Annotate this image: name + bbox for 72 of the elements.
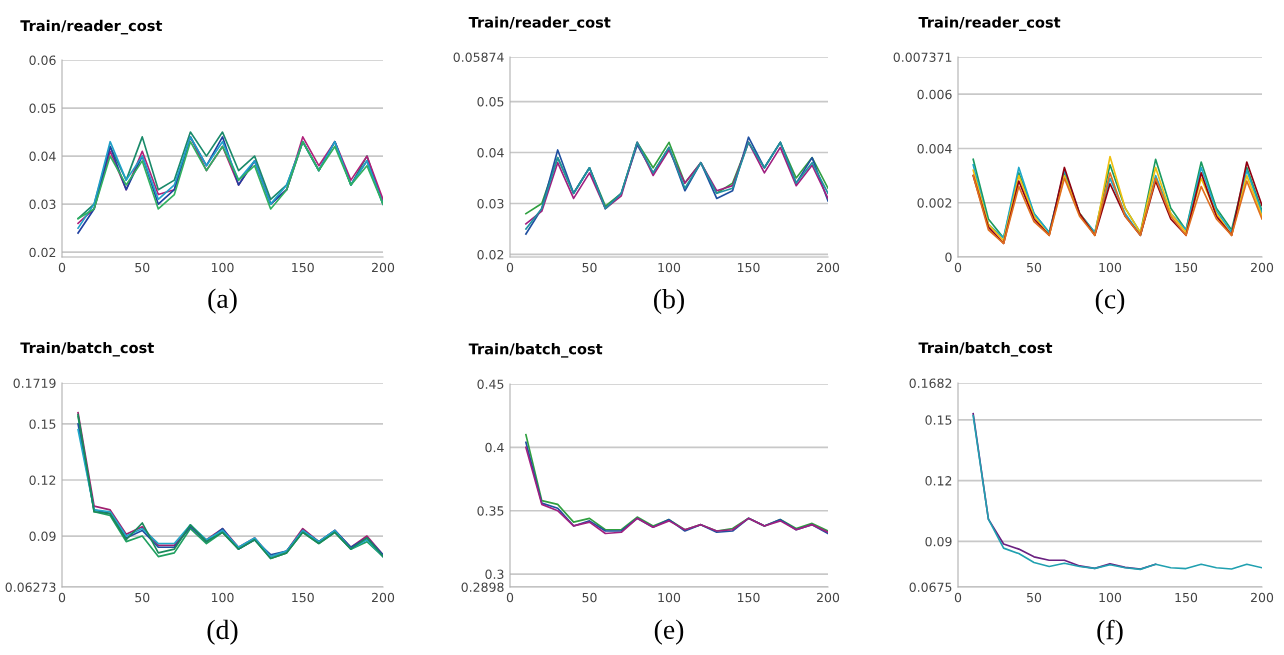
- chart-title: Train/batch_cost: [918, 341, 1053, 357]
- y-tick-label: 0.0675: [909, 582, 952, 592]
- x-tick-label: 100: [1099, 262, 1122, 273]
- x-tick-label: 200: [1250, 592, 1274, 603]
- y-tick-label: 0.04: [477, 147, 504, 158]
- x-tick-label: 0: [954, 262, 962, 273]
- y-tick-label: 0.15: [29, 419, 56, 429]
- x-tick-label: 0: [506, 592, 514, 603]
- text: (e): [654, 619, 684, 645]
- y-tick-label: 0.05: [29, 103, 56, 113]
- y-tick-label: 0.09: [29, 531, 56, 541]
- x-tick-label: 50: [1027, 592, 1042, 603]
- y-tick-label: 0.05: [477, 97, 504, 107]
- y-tick-label: 0.1682: [909, 378, 952, 388]
- x-tick-label: 200: [816, 592, 840, 603]
- y-tick-label: 0.004: [917, 143, 952, 154]
- y-tick-label: 0.006: [917, 89, 952, 100]
- y-tick-label: 0.45: [477, 379, 504, 389]
- y-tick-label: 0.04: [29, 151, 56, 162]
- x-tick-label: 100: [211, 262, 234, 273]
- y-tick-label: 0.2898: [461, 582, 504, 592]
- y-tick-label: 0.02: [477, 249, 504, 260]
- text: (b): [654, 289, 684, 315]
- y-tick-label: 0.03: [477, 198, 504, 209]
- y-tick-label: 0.06: [29, 55, 56, 65]
- y-tick-label: 0.12: [29, 475, 56, 485]
- x-tick-label: 100: [1099, 592, 1122, 603]
- x-tick-label: 100: [211, 592, 234, 603]
- x-tick-label: 50: [135, 262, 150, 273]
- text: (c): [1095, 289, 1125, 315]
- x-tick-label: 150: [737, 592, 760, 603]
- y-tick-label: 0.4: [485, 442, 504, 453]
- x-tick-label: 100: [658, 592, 681, 603]
- y-tick-label: 0: [945, 252, 952, 262]
- x-tick-label: 100: [658, 262, 681, 273]
- text: (f): [1097, 619, 1123, 646]
- x-tick-label: 200: [816, 262, 840, 273]
- x-tick-label: 150: [292, 262, 314, 273]
- y-tick-label: 0.007371: [893, 52, 952, 62]
- y-tick-label: 0.35: [477, 506, 504, 516]
- y-tick-label: 0.1719: [13, 378, 56, 388]
- y-tick-label: 0.12: [925, 476, 952, 486]
- y-tick-label: 0.09: [925, 536, 952, 547]
- x-tick-label: 0: [58, 592, 66, 603]
- chart-title: Train/reader_cost: [468, 16, 611, 31]
- y-tick-label: 0.06273: [5, 582, 56, 592]
- x-tick-label: 150: [737, 262, 760, 273]
- y-tick-label: 0.03: [29, 199, 56, 210]
- y-tick-label: 0.002: [917, 198, 952, 208]
- y-tick-label: 0.3: [485, 569, 504, 579]
- y-tick-label: 0.02: [29, 247, 56, 258]
- x-tick-label: 50: [582, 592, 597, 603]
- x-tick-label: 200: [1250, 262, 1274, 273]
- y-tick-label: 0.05874: [453, 52, 504, 62]
- chart-title: Train/batch_cost: [20, 341, 154, 357]
- x-tick-label: 0: [954, 592, 962, 603]
- text: (a): [208, 288, 237, 314]
- x-tick-label: 150: [292, 592, 314, 603]
- x-tick-label: 150: [1175, 592, 1198, 603]
- chart-title: Train/reader_cost: [20, 19, 163, 35]
- x-tick-label: 200: [371, 262, 395, 273]
- chart-title: Train/reader_cost: [918, 16, 1061, 31]
- text: (d): [207, 619, 238, 645]
- x-tick-label: 0: [58, 262, 66, 273]
- x-tick-label: 0: [506, 262, 514, 273]
- x-tick-label: 50: [582, 262, 597, 273]
- x-tick-label: 50: [1027, 262, 1042, 273]
- chart-title: Train/batch_cost: [468, 343, 603, 358]
- x-tick-label: 200: [371, 592, 395, 603]
- y-tick-label: 0.15: [925, 415, 952, 425]
- x-tick-label: 150: [1175, 262, 1198, 273]
- x-tick-label: 50: [135, 592, 150, 603]
